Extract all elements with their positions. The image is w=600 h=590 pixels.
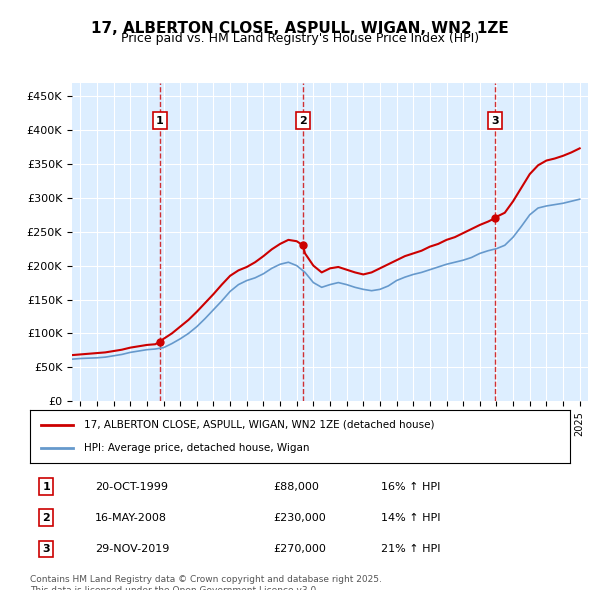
Text: 1: 1 [43,481,50,491]
Text: 3: 3 [491,116,499,126]
Text: 14% ↑ HPI: 14% ↑ HPI [381,513,440,523]
Text: 17, ALBERTON CLOSE, ASPULL, WIGAN, WN2 1ZE: 17, ALBERTON CLOSE, ASPULL, WIGAN, WN2 1… [91,21,509,35]
Text: 29-NOV-2019: 29-NOV-2019 [95,544,169,554]
Text: 20-OCT-1999: 20-OCT-1999 [95,481,168,491]
Text: HPI: Average price, detached house, Wigan: HPI: Average price, detached house, Wiga… [84,443,310,453]
Text: 1: 1 [156,116,164,126]
Text: £270,000: £270,000 [273,544,326,554]
Text: Price paid vs. HM Land Registry's House Price Index (HPI): Price paid vs. HM Land Registry's House … [121,32,479,45]
Text: 2: 2 [43,513,50,523]
Text: 16% ↑ HPI: 16% ↑ HPI [381,481,440,491]
Text: 17, ALBERTON CLOSE, ASPULL, WIGAN, WN2 1ZE (detached house): 17, ALBERTON CLOSE, ASPULL, WIGAN, WN2 1… [84,420,434,430]
Text: 2: 2 [299,116,307,126]
Text: Contains HM Land Registry data © Crown copyright and database right 2025.
This d: Contains HM Land Registry data © Crown c… [30,575,382,590]
Text: £230,000: £230,000 [273,513,326,523]
Text: 21% ↑ HPI: 21% ↑ HPI [381,544,440,554]
Text: £88,000: £88,000 [273,481,319,491]
Text: 16-MAY-2008: 16-MAY-2008 [95,513,167,523]
Text: 3: 3 [43,544,50,554]
